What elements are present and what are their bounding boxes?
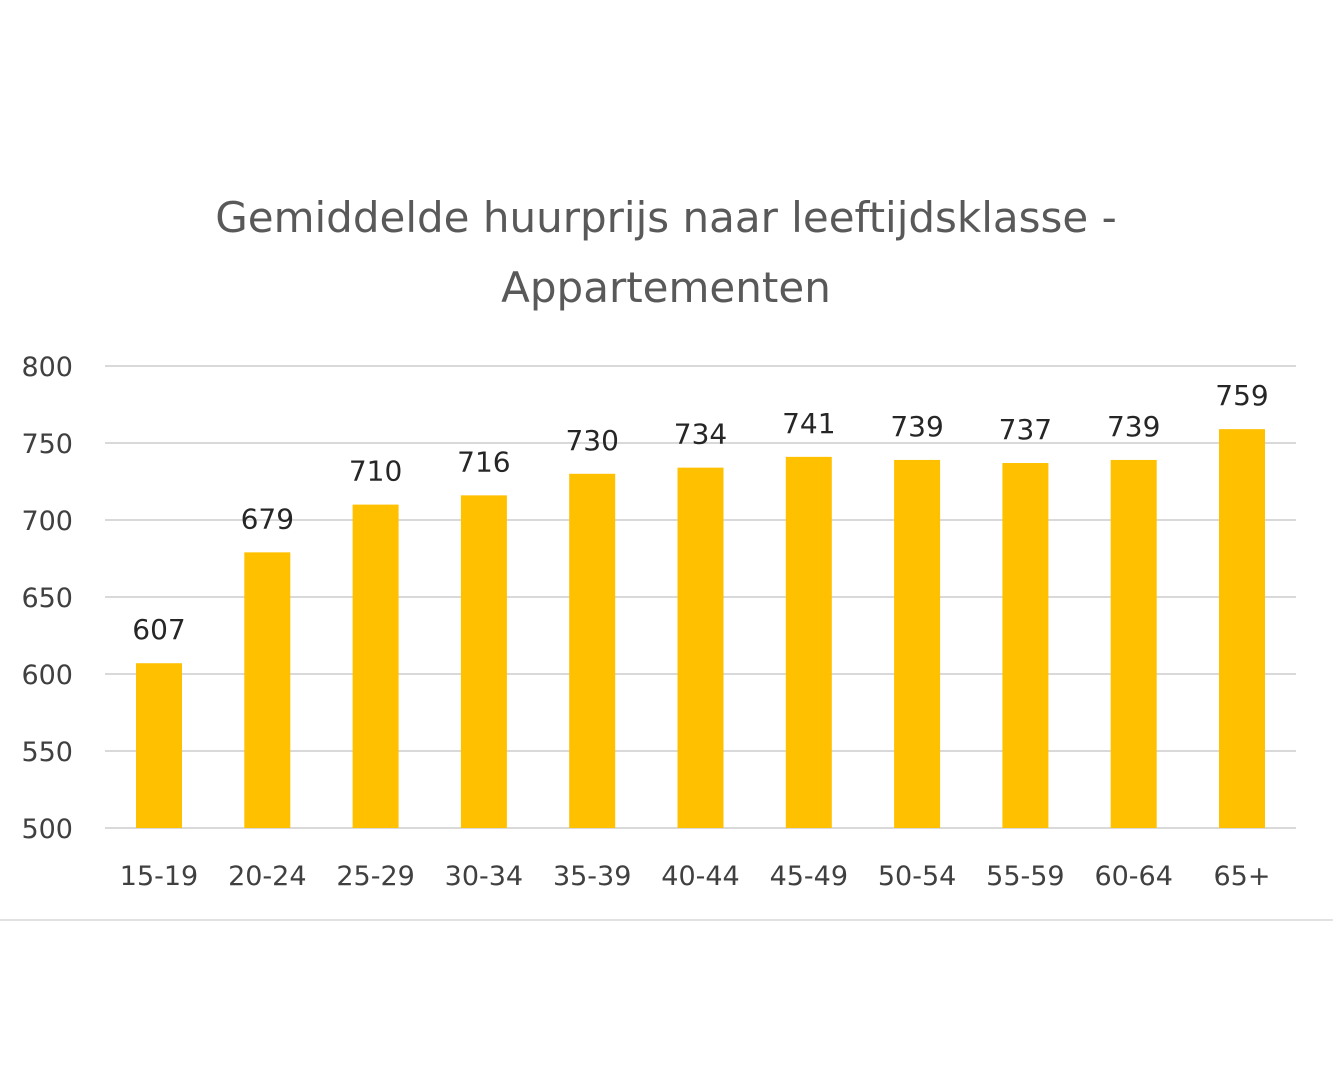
data-label-35-39: 730 [565, 424, 618, 457]
data-label-60-64: 739 [1107, 410, 1160, 443]
y-tick-label-550: 550 [21, 737, 73, 768]
x-axis-tick-labels: 15-19 20-24 25-29 30-34 35-39 40-44 45-49 50-54… [120, 861, 1271, 892]
x-tick-label-15-19: 15-19 [120, 861, 198, 892]
y-tick-label-750: 750 [21, 429, 73, 460]
data-label-55-59: 737 [999, 413, 1052, 446]
x-tick-label-35-39: 35-39 [553, 861, 631, 892]
bar-50-54 [894, 459, 941, 828]
x-tick-label-25-29: 25-29 [336, 861, 414, 892]
data-label-40-44: 734 [674, 418, 727, 451]
x-tick-label-60-64: 60-64 [1094, 861, 1172, 892]
x-tick-label-40-44: 40-44 [661, 861, 739, 892]
bar-40-44 [677, 467, 724, 828]
data-label-45-49: 741 [782, 407, 835, 440]
y-tick-label-600: 600 [21, 660, 73, 691]
y-tick-label-700: 700 [21, 506, 73, 537]
x-tick-label-45-49: 45-49 [770, 861, 848, 892]
x-tick-label-20-24: 20-24 [228, 861, 306, 892]
x-tick-label-65+: 65+ [1214, 861, 1271, 892]
data-label-15-19: 607 [132, 613, 185, 646]
bar-25-29 [352, 504, 399, 828]
data-label-65+: 759 [1215, 379, 1268, 412]
x-tick-label-55-59: 55-59 [986, 861, 1064, 892]
data-label-30-34: 716 [457, 445, 510, 478]
bar-65+ [1219, 429, 1265, 828]
data-label-50-54: 739 [890, 410, 943, 443]
bar-45-49 [785, 456, 832, 828]
bar-30-34 [460, 495, 507, 828]
chart-title: Gemiddelde huurprijs naar leeftijdsklass… [215, 193, 1117, 312]
data-label-20-24: 679 [241, 502, 294, 535]
data-label-25-29: 710 [349, 455, 402, 488]
y-tick-label-650: 650 [21, 583, 73, 614]
x-tick-label-50-54: 50-54 [878, 861, 956, 892]
chart-title-line-1: Gemiddelde huurprijs naar leeftijdsklass… [215, 193, 1117, 242]
y-axis-tick-labels: 500 550 600 650 700 750 800 [21, 352, 73, 845]
y-tick-label-500: 500 [21, 814, 73, 845]
y-tick-label-800: 800 [21, 352, 73, 383]
bar-15-19 [136, 663, 182, 828]
bar-35-39 [569, 473, 616, 828]
bar-55-59 [1002, 463, 1049, 828]
bars [136, 429, 1265, 828]
chart-title-line-2: Appartementen [501, 263, 831, 312]
x-tick-label-30-34: 30-34 [445, 861, 523, 892]
bar-20-24 [244, 552, 291, 828]
data-labels: 607 679 710 716 730 734 741 739 737 739 759 [132, 379, 1268, 646]
bar-60-64 [1110, 459, 1157, 828]
